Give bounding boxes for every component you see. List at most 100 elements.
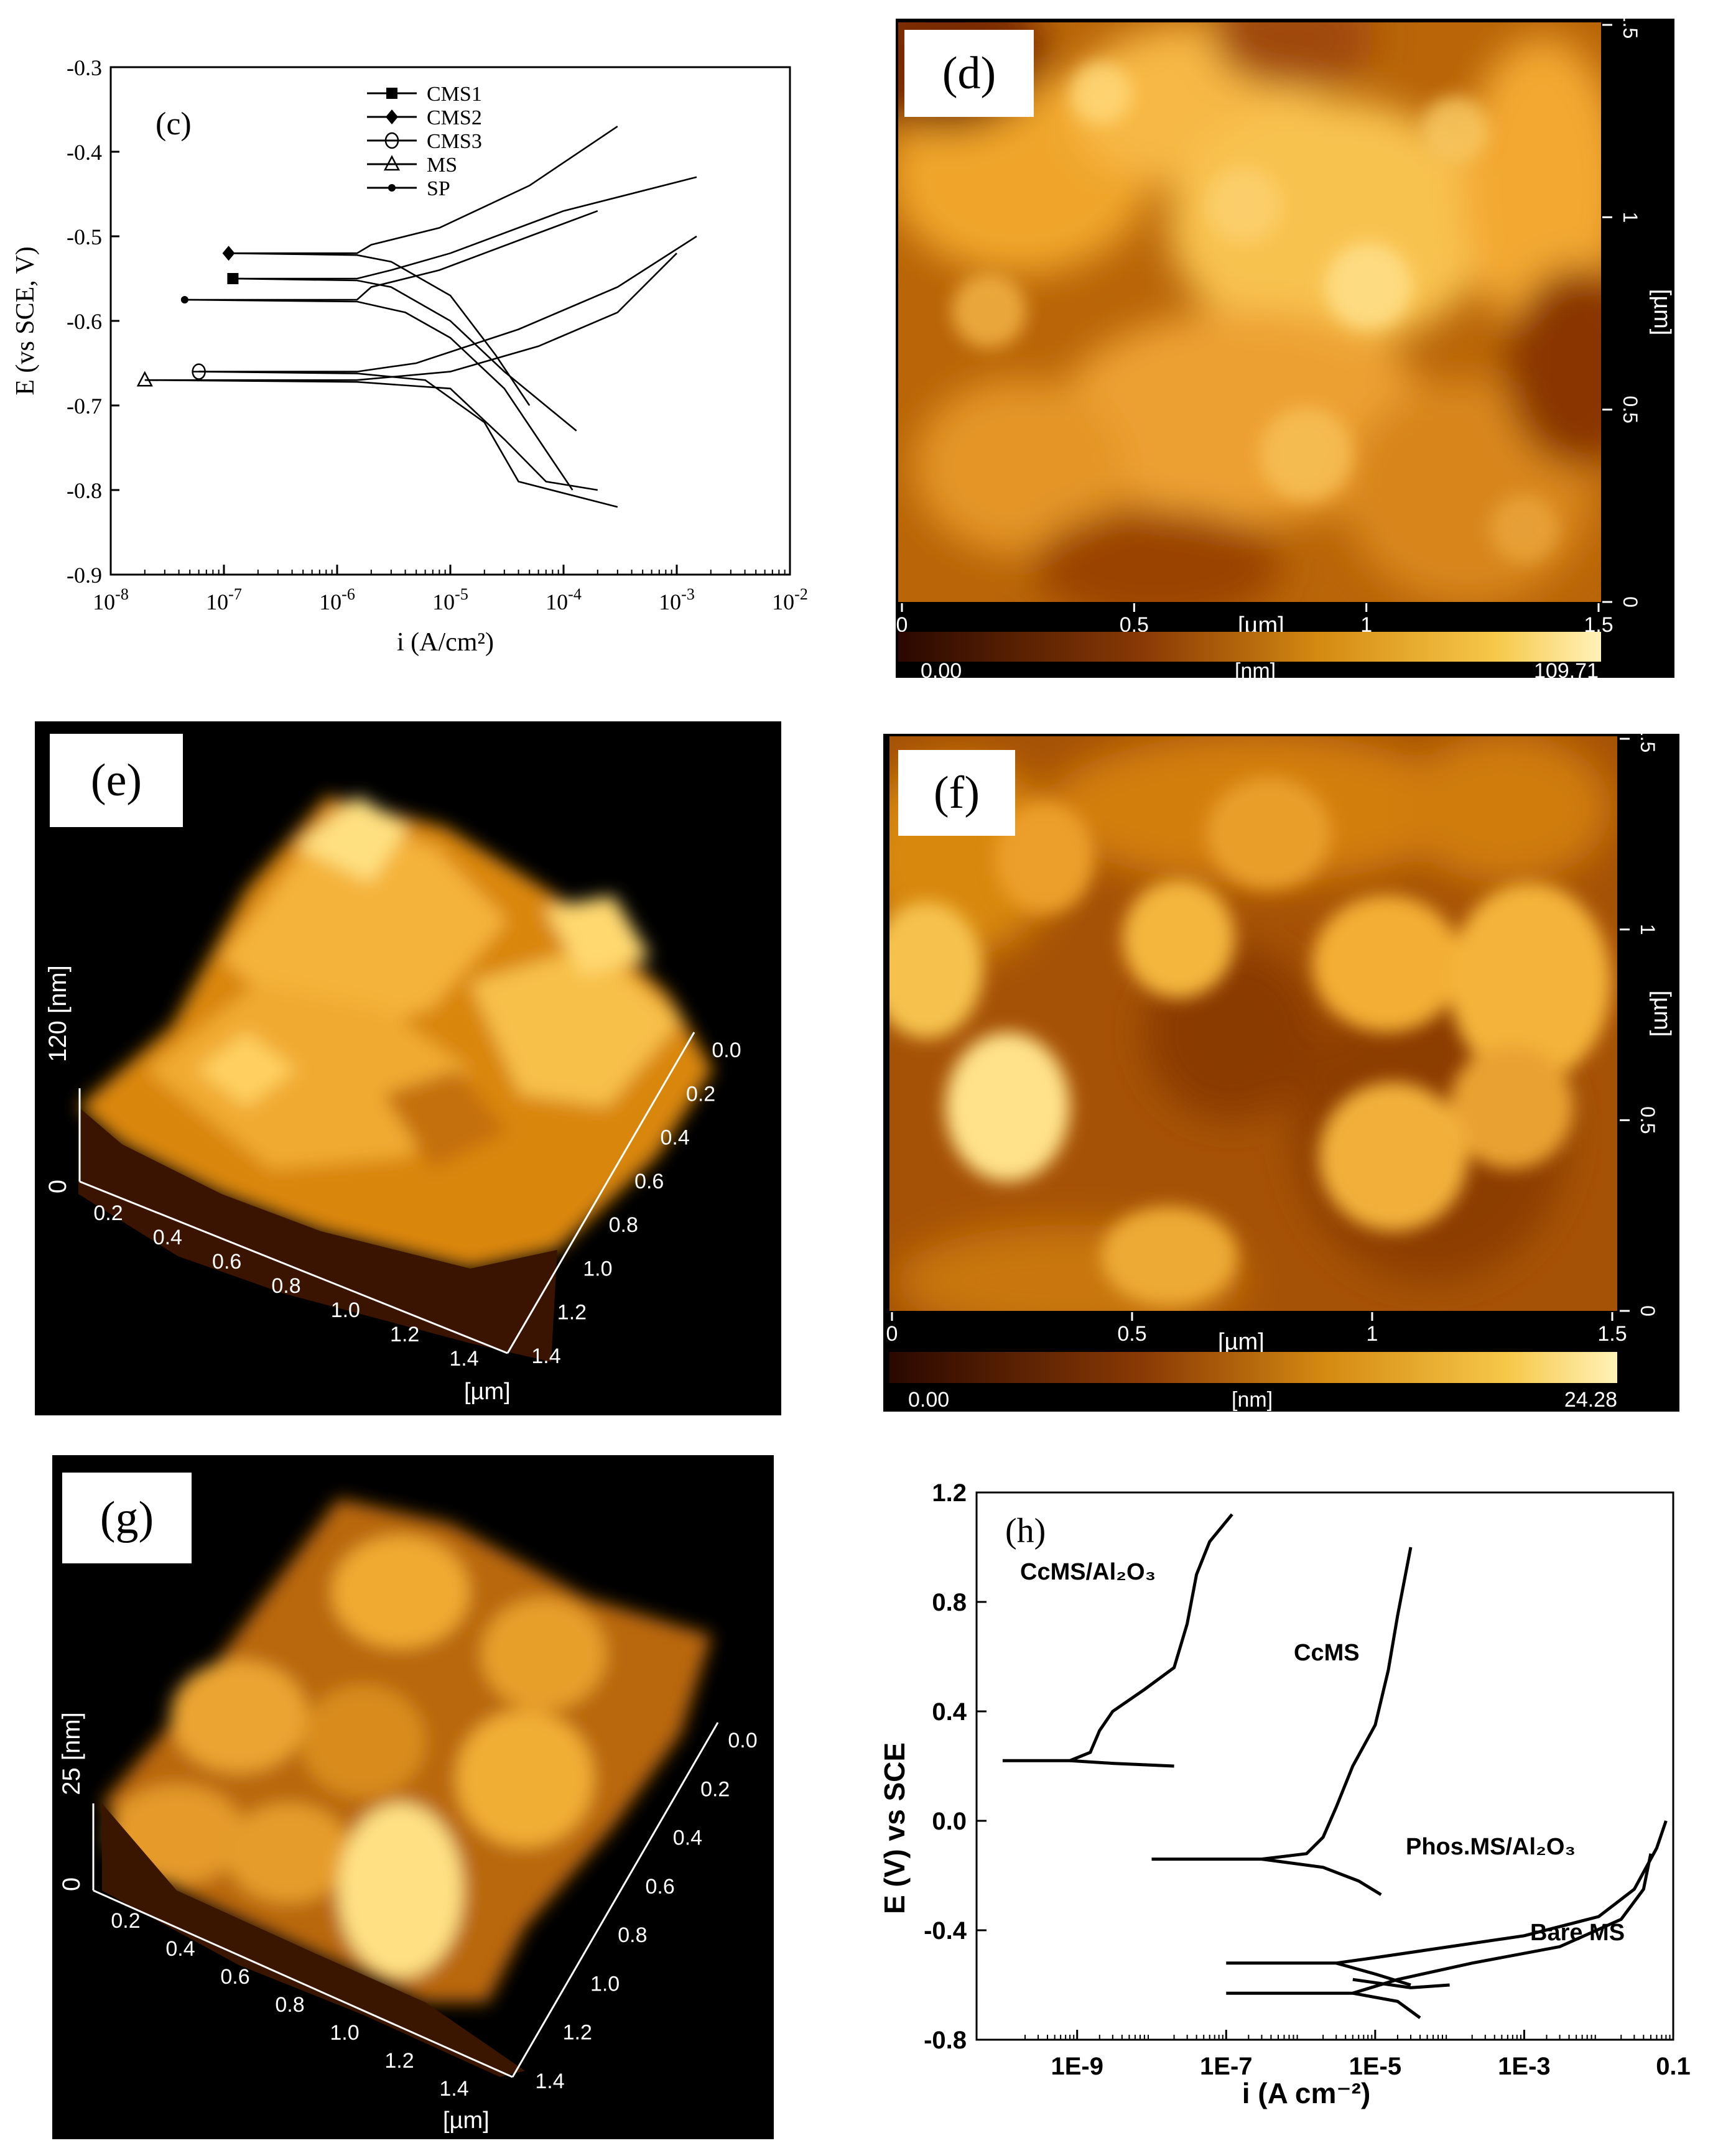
- y-unit-d: [µm]: [1649, 289, 1674, 336]
- y-tick-label-c: -0.4: [67, 140, 102, 165]
- x-tick-label-f: 0: [886, 1322, 898, 1346]
- series-line-ccms-al2o3: [1002, 1513, 1233, 1762]
- y-tick-label-d: 0.5: [1619, 396, 1641, 423]
- x-tick-label-e: 1.2: [390, 1323, 419, 1346]
- panel-f: 0 0.5 1 1.5 0 0.5 1 1.5 [µm] [µm] 0.00 [nm] 24…: [883, 725, 1679, 1412]
- x-tick-label-h: 0.1: [1656, 2053, 1691, 2080]
- afm-2d-image-d: 00.511.5 0 0.5 1 1.5 [µm] [µm] 0.00 [nm] 10…: [896, 11, 1675, 683]
- x-tick-label-e: 1.0: [331, 1298, 360, 1322]
- y-tick-label-c: -0.8: [67, 478, 102, 503]
- x-tick-label-c: 10-6: [319, 585, 355, 614]
- legend-marker-cms2: [386, 109, 398, 124]
- polarization-chart-c: -0.3 -0.4 -0.5 -0.6 -0.7 -0.8 -0.9 10-8 10-7 10-…: [11, 55, 808, 657]
- y-unit-f: [µm]: [1649, 991, 1675, 1037]
- series-marker-cms1: [227, 273, 239, 284]
- x-tick-label-e: 0.4: [153, 1226, 182, 1249]
- y-tick-label-f: 0: [1637, 1305, 1659, 1316]
- cbar-max-d: 109.71: [1534, 659, 1599, 678]
- x-tick-label-g: 0.6: [220, 1965, 249, 1989]
- cbar-max-f: 24.28: [1564, 1388, 1617, 1412]
- y-tick-label-h: 0.0: [932, 1808, 967, 1835]
- y-tick-label-g: 0.8: [618, 1923, 647, 1947]
- y-tick-label-d: 1.5: [1619, 19, 1641, 39]
- z-zero-e: 0: [44, 1180, 72, 1193]
- x-tick-label-c: 10-2: [772, 585, 808, 614]
- x-tick-label-g: 0.8: [275, 1993, 304, 2017]
- y-tick-label-c: -0.6: [67, 309, 102, 334]
- legend-marker-cms1: [386, 88, 397, 99]
- y-tick-label-h: 1.2: [932, 1479, 967, 1507]
- x-tick-label-d: 1: [1360, 613, 1372, 637]
- legend-marker-ms: [383, 155, 401, 171]
- legend-label-sp: SP: [427, 177, 450, 200]
- panel-d: 0 0.5 1 1.5 0 0.5 1 1.5 [µm] [µm] 0.00 [nm] 10…: [896, 11, 1675, 683]
- cbar-min-d: 0.00: [921, 659, 962, 678]
- y-tick-label-g: 1.2: [563, 2021, 592, 2045]
- y-tick-label-f: 1: [1637, 924, 1659, 935]
- afm-3d-image-g: 25 [nm] 0 0.2 0.4 0.6 0.8 1.0 1.2 1.4 0.0 0.2 0.…: [58, 1499, 758, 2134]
- y-tick-label-c: -0.3: [67, 55, 102, 80]
- y-tick-label-e: 0.4: [661, 1126, 690, 1150]
- z-label-e: 120 [nm]: [44, 965, 72, 1062]
- x-axis-label-c: i (A/cm²): [397, 628, 494, 657]
- y-tick-label-e: 0.6: [634, 1170, 664, 1193]
- panel-h: 1.2 0.8 0.4 0.0 -0.4 -0.8 1E-9 1E-7 1E-5 1E-3 0.1…: [858, 1455, 1717, 2145]
- y-axis-label-h: E (V) vs SCE: [878, 1742, 911, 1914]
- z-label-g: 25 [nm]: [58, 1712, 85, 1795]
- x-tick-label-g: 1.4: [439, 2077, 468, 2101]
- series-line-cms2-anodic: [228, 126, 618, 254]
- y-tick-label-c: -0.9: [67, 563, 102, 588]
- x-tick-label-f: 0.5: [1117, 1322, 1146, 1346]
- series-line-bare-ms-cathodic: [1352, 1991, 1421, 2019]
- colorbar-d: [898, 632, 1601, 662]
- curve-label-phos-ms-al2o3: Phos.MS/Al₂O₃: [1406, 1834, 1576, 1860]
- panel-label-c: (c): [156, 106, 192, 142]
- y-tick-label-e: 0.2: [686, 1082, 715, 1106]
- panel-label-d: (d): [904, 30, 1034, 117]
- series-line-bare-ms: [1226, 1853, 1653, 1995]
- x-tick-label-e: 0.6: [212, 1250, 241, 1274]
- curve-label-bare-ms: Bare MS: [1530, 1920, 1625, 1946]
- y-tick-label-g: 0.4: [673, 1826, 702, 1850]
- y-tick-label-g: 1.0: [590, 1972, 620, 1996]
- legend-label-ms: MS: [427, 154, 457, 177]
- series-line-cms3-cathodic: [198, 371, 618, 508]
- cbar-unit-d: [nm]: [1235, 659, 1276, 678]
- y-tick-label-g: 0.6: [646, 1875, 675, 1899]
- series-line-ms-cathodic: [144, 379, 598, 491]
- series-line-sp-anodic: [184, 210, 598, 301]
- series-marker-cms2: [222, 246, 235, 261]
- colorbar-f: [889, 1352, 1617, 1383]
- panel-e: 120 [nm] 0 0.2 0.4 0.6 0.8 1.0 1.2 1.4 0.0 0.2 0…: [35, 721, 781, 1415]
- y-tick-label-h: -0.4: [924, 1917, 967, 1945]
- x-tick-label-f: 1.5: [1597, 1322, 1627, 1346]
- x-tick-label-c: 10-8: [93, 585, 129, 614]
- y-tick-label-e: 1.2: [557, 1301, 587, 1325]
- panel-label-g: (g): [62, 1473, 192, 1563]
- y-tick-label-f: 0.5: [1637, 1106, 1659, 1134]
- panel-g: 25 [nm] 0 0.2 0.4 0.6 0.8 1.0 1.2 1.4 0.0 0.2 0.…: [52, 1455, 774, 2139]
- x-tick-label-f: 1: [1367, 1322, 1378, 1346]
- series-line-cms2-cathodic: [228, 252, 531, 406]
- series-line-phos-ms-al2o3-cathodic: [1335, 1961, 1411, 1987]
- x-tick-label-c: 10-4: [546, 585, 582, 614]
- series-marker-cms3: [192, 363, 206, 380]
- x-tick-label-c: 10-5: [432, 585, 468, 614]
- x-tick-label-g: 0.4: [165, 1937, 195, 1961]
- x-tick-label-g: 0.2: [111, 1909, 140, 1933]
- series-line-ccms-al2o3-cathodic: [1069, 1759, 1174, 1768]
- y-tick-label-g: 0.2: [700, 1777, 730, 1801]
- y-tick-label-d: 0: [1619, 596, 1641, 608]
- series-line-cms1-anodic: [233, 176, 697, 280]
- y-tick-label-g: 1.4: [535, 2070, 564, 2093]
- series-marker-ms: [136, 371, 153, 387]
- unit-g: [µm]: [443, 2107, 490, 2134]
- series-line-cms3-anodic: [198, 235, 697, 372]
- afm-3d-image-e: 120 [nm] 0 0.2 0.4 0.6 0.8 1.0 1.2 1.4 0.0 0.2 0…: [44, 796, 741, 1405]
- unit-e: [µm]: [464, 1379, 511, 1405]
- series-line-ccms: [1151, 1547, 1413, 1861]
- y-tick-label-h: 0.8: [932, 1589, 967, 1616]
- panel-label-h: (h): [1005, 1512, 1046, 1550]
- legend-label-cms2: CMS2: [427, 106, 482, 129]
